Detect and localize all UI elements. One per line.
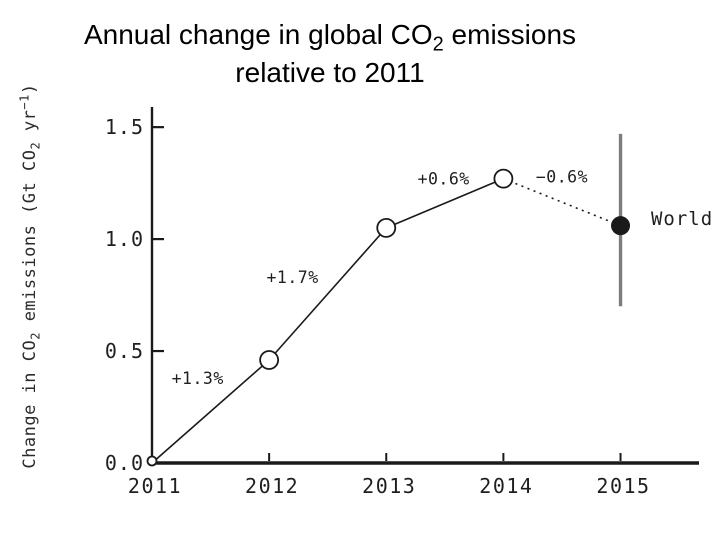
annotation-label: +1.7% [266, 268, 318, 287]
x-tick-label: 2013 [362, 474, 416, 498]
title-subscript: 2 [432, 33, 444, 56]
title-text-2: emissions [443, 19, 577, 50]
data-line-segment [268, 227, 387, 361]
y-tick-label: 0.0 [105, 451, 144, 475]
annotation-label: −0.6% [536, 167, 588, 186]
data-line-segment [151, 359, 270, 464]
data-line-segment [385, 177, 504, 229]
y-tick-label: 1.0 [105, 227, 144, 251]
annotation-label: +0.6% [418, 170, 470, 189]
series-label: World [651, 208, 713, 230]
data-point-open [376, 218, 397, 238]
data-point-open [493, 168, 514, 189]
y-tick-label: 0.5 [105, 339, 144, 363]
chart-title-line1: Annual change in global CO2 emissions [0, 16, 660, 56]
x-tick-label: 2011 [128, 474, 182, 498]
data-point-open [146, 455, 158, 467]
chart-title: Annual change in global CO2 emissions re… [0, 16, 660, 92]
data-line-segment [503, 177, 621, 227]
x-tick-label: 2015 [596, 474, 650, 498]
title-text-1: Annual change in global CO [83, 19, 433, 50]
x-tick-label: 2014 [479, 474, 533, 498]
data-point-open [259, 350, 280, 370]
data-point-filled [611, 216, 631, 236]
y-tick-label: 1.5 [105, 115, 144, 139]
x-tick-label: 2012 [245, 474, 299, 498]
chart-title-line2: relative to 2011 [235, 57, 425, 88]
annotation-label: +1.3% [172, 369, 224, 388]
